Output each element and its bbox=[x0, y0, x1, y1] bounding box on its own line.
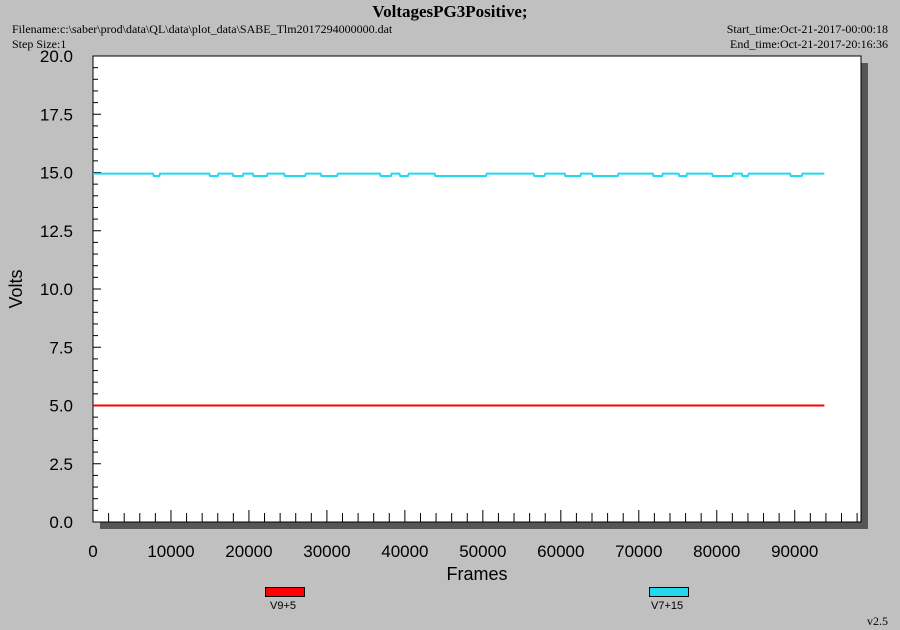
x-tick-label: 90000 bbox=[771, 542, 818, 561]
axis-ticks bbox=[92, 55, 858, 523]
legend-swatch-v9 bbox=[265, 587, 305, 597]
legend-swatch-v7 bbox=[649, 587, 689, 597]
x-tick-label: 0 bbox=[88, 542, 97, 561]
y-tick-label: 20.0 bbox=[40, 47, 73, 66]
series-line-v7-15 bbox=[93, 172, 825, 177]
start-time-label: Start_time:Oct-21-2017-00:00:18 bbox=[726, 22, 888, 36]
x-tick-label: 80000 bbox=[693, 542, 740, 561]
x-tick-label: 20000 bbox=[225, 542, 272, 561]
y-tick-label: 0.0 bbox=[49, 513, 73, 532]
x-tick-label: 60000 bbox=[537, 542, 584, 561]
y-tick-label: 17.5 bbox=[40, 105, 73, 124]
x-tick-label: 10000 bbox=[147, 542, 194, 561]
chart-title: VoltagesPG3Positive; bbox=[372, 2, 528, 21]
y-tick-label: 7.5 bbox=[49, 338, 73, 357]
x-tick-label: 30000 bbox=[303, 542, 350, 561]
filename-label: Filename:c:\saber\prod\data\QL\data\plot… bbox=[12, 22, 393, 36]
end-time-label: End_time:Oct-21-2017-20:16:36 bbox=[730, 37, 888, 51]
y-tick-label: 10.0 bbox=[40, 280, 73, 299]
axis-labels: 0.0 2.5 5.0 7.5 10.0 12.5 15.0 17.5 20.0 0 10000 20… bbox=[6, 47, 818, 584]
version-label: v2.5 bbox=[867, 614, 888, 628]
x-tick-label: 50000 bbox=[459, 542, 506, 561]
legend-label-v7: V7+15 bbox=[651, 600, 684, 612]
step-size-label: Step Size:1 bbox=[12, 37, 67, 51]
y-axis-title: Volts bbox=[6, 269, 26, 308]
y-tick-label: 15.0 bbox=[40, 164, 73, 183]
x-tick-label: 40000 bbox=[381, 542, 428, 561]
plot-area bbox=[92, 55, 862, 523]
y-tick-label: 12.5 bbox=[40, 222, 73, 241]
series-lines bbox=[93, 172, 825, 407]
legend-label-v9: V9+5 bbox=[270, 600, 296, 612]
y-tick-label: 5.0 bbox=[49, 397, 73, 416]
y-tick-label: 2.5 bbox=[49, 455, 73, 474]
x-axis-title: Frames bbox=[446, 564, 507, 584]
x-tick-label: 70000 bbox=[615, 542, 662, 561]
